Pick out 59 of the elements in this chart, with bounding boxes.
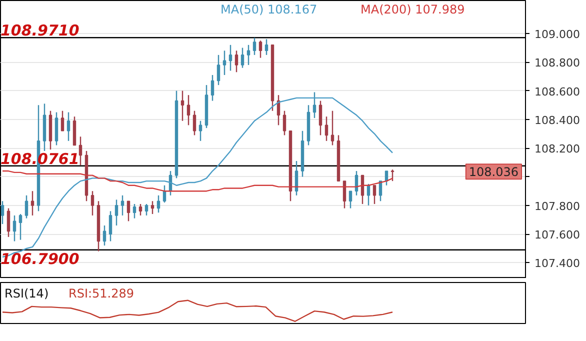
candlestick [138, 203, 142, 216]
candlestick [228, 44, 232, 72]
candlestick [120, 194, 124, 216]
candlestick [126, 200, 130, 222]
annotation: RSI:51.289 [68, 286, 134, 300]
chart-title: RSI(14) [4, 286, 49, 300]
candlestick [390, 168, 394, 182]
candlestick [54, 112, 58, 146]
text: MA(200) 107.989 [360, 2, 465, 16]
annotation: 106.7900 [0, 250, 80, 268]
candlestick [150, 200, 154, 215]
candlestick [6, 208, 10, 238]
y-tick-label: 107.600 [534, 228, 580, 242]
candlestick [114, 199, 118, 226]
candlestick [348, 190, 352, 209]
text: 108.036 [468, 165, 518, 180]
candlestick [246, 44, 250, 66]
y-tick-label: 108.800 [534, 56, 580, 70]
candlestick [30, 190, 34, 216]
y-tick-label: 107.400 [534, 257, 580, 270]
y-tick-label: 108.400 [534, 114, 580, 127]
candlestick [60, 110, 64, 132]
candlestick [312, 92, 316, 119]
candlestick [282, 110, 286, 136]
candlestick [186, 94, 190, 126]
candlestick [372, 184, 376, 205]
y-tick-label: 107.800 [534, 200, 580, 213]
candlestick [318, 100, 322, 136]
candlestick [222, 50, 226, 76]
candlestick [360, 174, 364, 205]
candlestick [108, 210, 112, 242]
candlestick [132, 203, 136, 219]
candlestick [144, 203, 148, 216]
candlestick [330, 110, 334, 146]
candlestick [0, 200, 4, 225]
candlestick [12, 214, 16, 242]
y-tick-label: 108.200 [534, 142, 580, 156]
candlestick [252, 37, 256, 56]
candlestick [234, 50, 238, 73]
candlestick [102, 224, 106, 246]
candlestick [156, 194, 160, 214]
candlestick [90, 190, 94, 216]
candlestick [180, 90, 184, 122]
y-tick-label: 109.000 [534, 28, 580, 41]
candlestick [210, 74, 214, 102]
candlestick [66, 112, 70, 142]
candlestick [78, 136, 82, 166]
y-tick-label: 108.600 [534, 85, 580, 98]
text: MA(50) 108.167 [220, 2, 318, 16]
candlestick [258, 40, 262, 58]
candlestick [264, 38, 268, 56]
candlestick [18, 213, 22, 240]
candlestick [216, 54, 220, 86]
candlestick [24, 194, 28, 219]
candlestick [240, 47, 244, 68]
candlestick [324, 116, 328, 142]
candlestick [198, 120, 202, 142]
ref-line-label: 108.9710 [0, 22, 80, 40]
candlestick [192, 110, 196, 136]
